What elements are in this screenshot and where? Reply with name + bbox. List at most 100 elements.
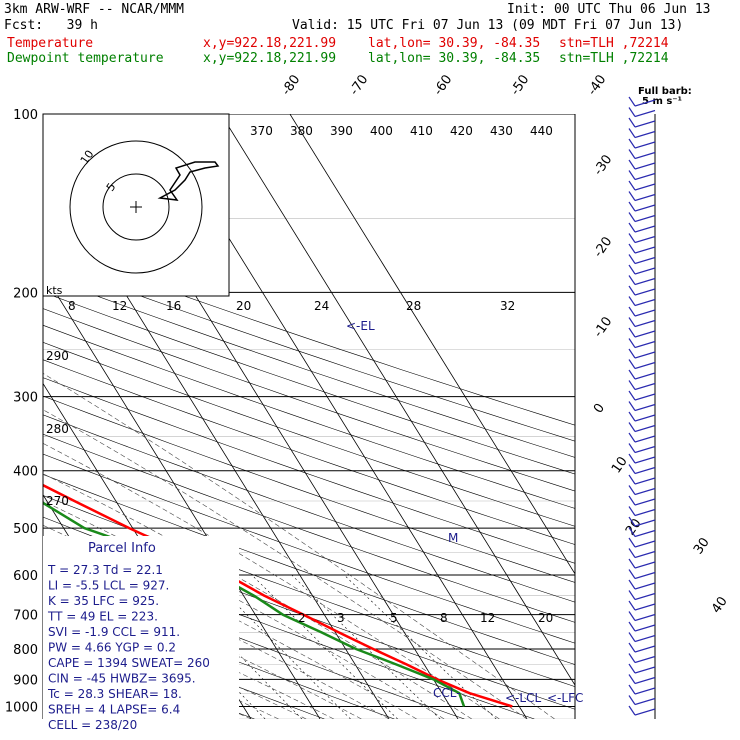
mixing-ratio-line xyxy=(251,574,398,719)
temperature-latlon: lat,lon= 30.39, -84.35 xyxy=(368,36,541,51)
wind-barb-shaft xyxy=(634,582,656,590)
el-marker: <-EL xyxy=(346,319,375,333)
moist-adiabat xyxy=(43,409,528,719)
parcel-row: SREH = 4 LAPSE= 6.4 xyxy=(48,703,180,717)
wind-barb xyxy=(628,222,656,233)
wind-barb-flag xyxy=(628,684,636,695)
wind-barb xyxy=(628,380,656,391)
wind-barb xyxy=(628,296,656,307)
wind-barb-flag xyxy=(628,579,636,590)
wind-barb xyxy=(628,359,656,370)
wind-barb-shaft xyxy=(634,603,656,611)
wind-barb-shaft xyxy=(634,141,656,149)
wind-barb xyxy=(628,569,656,580)
wind-barb xyxy=(628,527,656,538)
wind-barb-flag xyxy=(628,401,636,411)
ccl-marker: CCL- xyxy=(433,686,461,700)
mixing-ratio-line xyxy=(343,574,497,719)
wind-barb-shaft xyxy=(634,435,656,443)
wind-barb-flag xyxy=(628,453,636,464)
wind-barb xyxy=(628,254,656,265)
isotherm-tick-label: -40 xyxy=(585,72,609,98)
wind-barb-shaft xyxy=(634,613,656,622)
wind-barb-flag xyxy=(628,296,636,306)
isotherm-line xyxy=(43,271,321,719)
wind-barb xyxy=(628,107,656,118)
barb-legend-title: Full barb: xyxy=(638,86,692,97)
wind-barb xyxy=(628,348,656,359)
wind-barb-shaft xyxy=(634,193,656,202)
dry-adiabat xyxy=(43,395,575,583)
dewpoint-xy: x,y=922.18,221.99 xyxy=(203,51,337,66)
wind-barb-shaft xyxy=(634,309,656,317)
valid-time: Valid: 15 UTC Fri 07 Jun 13 (09 MDT Fri … xyxy=(292,18,684,33)
mixing-ratio-lower-label: 3 xyxy=(337,611,345,625)
wind-barb-flag xyxy=(628,117,636,128)
dewpoint-latlon: lat,lon= 30.39, -84.35 xyxy=(368,51,541,66)
wind-barb-shaft xyxy=(634,403,656,412)
wind-barb-flag xyxy=(628,327,636,338)
wind-barb xyxy=(628,443,656,454)
dry-adiabat xyxy=(43,291,575,475)
wind-barb xyxy=(628,275,656,286)
theta-tick-label: 380 xyxy=(290,124,313,138)
wind-barb xyxy=(628,327,656,338)
wind-barb-shaft xyxy=(634,529,656,538)
wind-barb-flag xyxy=(628,338,636,348)
wind-barb-shaft xyxy=(634,624,656,632)
wind-barb xyxy=(628,401,656,412)
wind-barb-flag xyxy=(628,170,636,180)
wind-barb-flag xyxy=(628,600,636,611)
wind-barb xyxy=(628,663,656,674)
wind-barb-shaft xyxy=(634,298,656,307)
wind-barb xyxy=(628,159,656,170)
lfc-marker: <-LFC xyxy=(547,691,583,705)
wind-barb-shaft xyxy=(634,340,656,349)
wind-barb-shaft xyxy=(634,183,656,191)
mixing-ratio-label: 20 xyxy=(236,299,251,313)
temperature-station: stn=TLH ,72214 xyxy=(559,36,669,51)
pressure-tick-label: 500 xyxy=(13,522,38,537)
wind-barb-flag xyxy=(628,432,636,443)
theta-tick-label: 410 xyxy=(410,124,433,138)
wind-barb xyxy=(628,212,656,223)
mixing-ratio-label: 12 xyxy=(112,299,127,313)
mixing-ratio-lower-label: 5 xyxy=(390,611,398,625)
wind-barb xyxy=(628,495,656,506)
wind-barb-flag xyxy=(628,443,636,453)
theta-tick-label: 400 xyxy=(370,124,393,138)
moist-adiabat xyxy=(43,373,555,719)
sounding-profiles xyxy=(43,483,513,708)
wind-barb-flag xyxy=(628,201,636,212)
dewpoint-station: stn=TLH ,72214 xyxy=(559,51,669,66)
wind-barb-shaft xyxy=(634,225,656,233)
dry-adiabat xyxy=(43,324,575,509)
parcel-row: K = 35 LFC = 925. xyxy=(48,594,159,608)
pressure-tick-label: 300 xyxy=(13,391,38,406)
isotherm-tick-label: -30 xyxy=(591,152,615,178)
mixing-ratio-label: 28 xyxy=(406,299,421,313)
dry-adiabat xyxy=(43,414,575,603)
wind-barb-flag xyxy=(628,191,636,201)
wind-barb-shaft xyxy=(634,414,656,422)
wind-barb-flag xyxy=(628,348,636,359)
wind-barb-flag xyxy=(628,411,636,422)
theta-left-label: 280 xyxy=(46,422,69,436)
wind-barb-flag xyxy=(628,495,636,506)
theta-tick-label: 430 xyxy=(490,124,513,138)
mixing-ratio-lower-label: 8 xyxy=(440,611,448,625)
wind-barb xyxy=(628,537,656,548)
wind-barb-flag xyxy=(628,663,636,674)
mixing-ratio-label: 24 xyxy=(314,299,329,313)
wind-barb-flag xyxy=(628,621,636,632)
wind-barb xyxy=(628,705,656,716)
wind-barb-shaft xyxy=(634,120,656,128)
isotherm-tick-label: -60 xyxy=(431,72,455,98)
parcel-info-panel: Parcel Info T = 27.3 Td = 22.1 LI = -5.5 L… xyxy=(43,536,239,732)
wind-barb xyxy=(628,411,656,422)
wind-barb-flag xyxy=(628,180,636,191)
hodograph-units: kts xyxy=(46,284,63,297)
wind-barb-shaft xyxy=(634,519,656,527)
